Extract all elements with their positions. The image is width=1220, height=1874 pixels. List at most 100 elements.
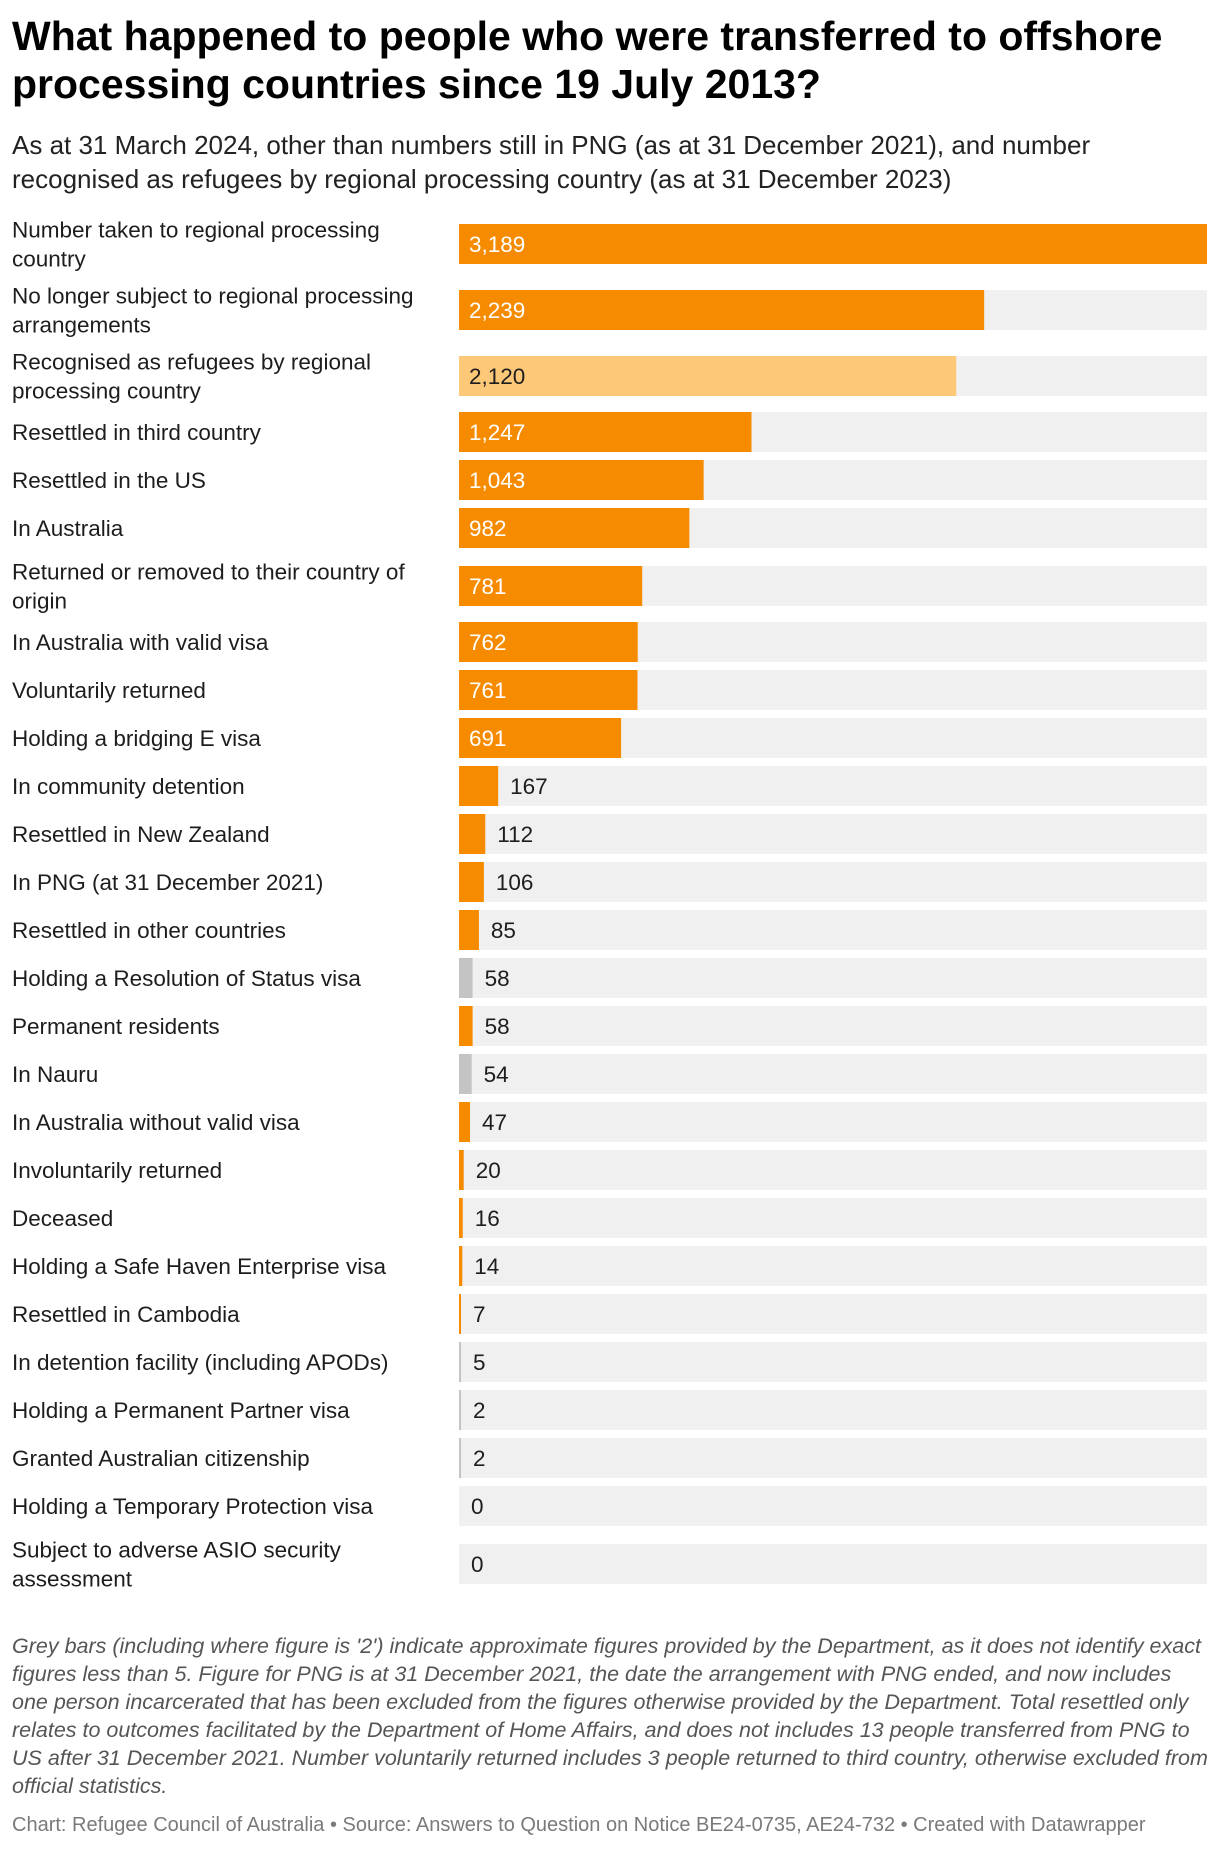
bar (459, 1054, 472, 1094)
bar (459, 1294, 461, 1334)
value-label: 58 (485, 1014, 510, 1039)
value-label: 5 (473, 1350, 486, 1375)
bar-row: In community detention 167 (12, 766, 1207, 806)
bar-row: Resettled in other countries 85 (12, 910, 1207, 950)
category-label: Involuntarily returned (12, 1158, 222, 1183)
bar (459, 958, 473, 998)
value-label: 106 (496, 870, 534, 895)
category-label: Granted Australian citizenship (12, 1446, 310, 1471)
category-label: In Australia without valid visa (12, 1110, 300, 1135)
bar (459, 566, 643, 606)
bar (459, 1102, 471, 1142)
value-label: 167 (510, 774, 548, 799)
bar-row: In Australia with valid visa 762 (12, 622, 1207, 662)
value-label: 85 (491, 918, 516, 943)
value-label: 761 (469, 678, 507, 703)
category-label: Number taken to regional processing count… (12, 218, 380, 272)
category-label: Recognised as refugees by regional proces… (12, 350, 371, 404)
bar (459, 910, 479, 950)
bar-track (459, 1102, 1207, 1142)
bar (459, 718, 622, 758)
value-label: 1,043 (469, 468, 525, 493)
category-label: Subject to adverse ASIO security assessme… (12, 1538, 342, 1592)
bar-track (459, 910, 1207, 950)
bar-track (459, 1006, 1207, 1046)
category-label: Resettled in Cambodia (12, 1302, 240, 1327)
bar-row: In PNG (at 31 December 2021) 106 (12, 862, 1207, 902)
bar-track (459, 1054, 1207, 1094)
category-label: Holding a Safe Haven Enterprise visa (12, 1254, 386, 1279)
category-label: Voluntarily returned (12, 678, 206, 703)
page-title: What happened to people who were transfe… (12, 13, 1163, 107)
bar-row: In Australia 982 (12, 508, 1207, 548)
bar-row: Holding a Resolution of Status visa 58 (12, 958, 1207, 998)
value-label: 54 (484, 1062, 509, 1087)
category-label: Returned or removed to their country of o… (12, 560, 405, 614)
bar (459, 1150, 464, 1190)
bar-row: Voluntarily returned 761 (12, 670, 1207, 710)
bar-track (459, 814, 1207, 854)
bar-row: Resettled in the US 1,043 (12, 460, 1207, 500)
bar (459, 814, 486, 854)
bar-row: Holding a bridging E visa 691 (12, 718, 1207, 758)
bar-row: Permanent residents 58 (12, 1006, 1207, 1046)
bar-row: In Australia without valid visa 47 (12, 1102, 1207, 1142)
bar-track (459, 766, 1207, 806)
category-label: In PNG (at 31 December 2021) (12, 870, 323, 895)
bar-row: Returned or removed to their country of o… (12, 560, 1207, 614)
bar-row: Involuntarily returned 20 (12, 1150, 1207, 1190)
bar (459, 1006, 473, 1046)
category-label: Resettled in other countries (12, 918, 286, 943)
chart-notes: Grey bars (including where figure is '2'… (12, 1634, 1208, 1798)
bar (459, 1342, 461, 1382)
bar-track (459, 1544, 1207, 1584)
value-label: 14 (474, 1254, 499, 1279)
bar (459, 1198, 463, 1238)
category-label: Resettled in New Zealand (12, 822, 270, 847)
category-label: Permanent residents (12, 1014, 220, 1039)
chart-credit: Chart: Refugee Council of Australia • So… (12, 1814, 1146, 1836)
bar (459, 1438, 461, 1478)
value-label: 2,120 (469, 364, 525, 389)
category-label: Deceased (12, 1206, 113, 1231)
bar-track (459, 1390, 1207, 1430)
value-label: 1,247 (469, 420, 525, 445)
value-label: 0 (471, 1552, 484, 1577)
bar-row: No longer subject to regional processing… (12, 284, 1207, 338)
bar (459, 412, 752, 452)
value-label: 0 (471, 1494, 484, 1519)
bar-track (459, 1438, 1207, 1478)
value-label: 3,189 (469, 232, 525, 257)
bar-track (459, 958, 1207, 998)
bar (459, 224, 1207, 264)
bar-track (459, 1150, 1207, 1190)
value-label: 2,239 (469, 298, 525, 323)
value-label: 781 (469, 574, 507, 599)
bar (459, 622, 638, 662)
bar (459, 1390, 461, 1430)
category-label: In Australia with valid visa (12, 630, 269, 655)
bar-row: Resettled in third country 1,247 (12, 412, 1207, 452)
category-label: In Australia (12, 516, 124, 541)
bar-track (459, 1198, 1207, 1238)
category-label: Holding a Permanent Partner visa (12, 1398, 350, 1423)
bar-chart: Number taken to regional processing count… (12, 218, 1207, 1592)
bar (459, 356, 957, 396)
value-label: 58 (485, 966, 510, 991)
value-label: 7 (473, 1302, 486, 1327)
bar-row: Deceased 16 (12, 1198, 1207, 1238)
bar-track (459, 1246, 1207, 1286)
value-label: 982 (469, 516, 507, 541)
category-label: In Nauru (12, 1062, 98, 1087)
category-label: Holding a Resolution of Status visa (12, 966, 361, 991)
bar-row: Resettled in Cambodia 7 (12, 1294, 1207, 1334)
bar-row: Holding a Temporary Protection visa 0 (12, 1486, 1207, 1526)
bar (459, 508, 690, 548)
bar-row: Resettled in New Zealand 112 (12, 814, 1207, 854)
category-label: Resettled in third country (12, 420, 262, 445)
bar-row: Subject to adverse ASIO security assessme… (12, 1538, 1207, 1592)
bar (459, 290, 985, 330)
value-label: 112 (497, 822, 533, 847)
bar-row: Recognised as refugees by regional proces… (12, 350, 1207, 404)
bar (459, 766, 499, 806)
